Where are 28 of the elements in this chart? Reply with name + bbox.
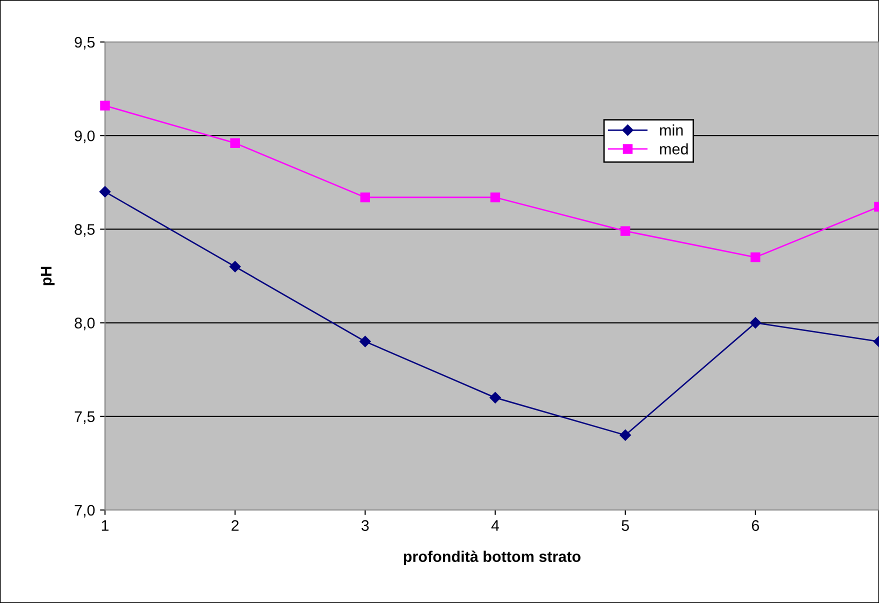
point <box>750 317 762 328</box>
x-tick-label: 1 <box>102 520 109 531</box>
x-tick-label: 6 <box>752 520 759 531</box>
point <box>360 192 370 202</box>
point <box>230 138 240 148</box>
x-tick-label: 2 <box>232 520 239 531</box>
y-tick-label: 9,0 <box>74 130 95 144</box>
y-tick-label: 8,0 <box>74 318 95 330</box>
point <box>750 252 760 262</box>
y-axis-title: pH <box>40 266 55 286</box>
legend-label: min <box>660 124 683 136</box>
x-tick-label: 4 <box>491 520 500 531</box>
point <box>360 336 371 348</box>
point <box>99 186 111 198</box>
y-tick-label: 9,5 <box>74 36 95 50</box>
point <box>490 392 501 404</box>
x-tick-label: 3 <box>362 520 369 531</box>
y-tick-label: 8,5 <box>74 224 95 237</box>
point <box>620 226 630 236</box>
point <box>229 261 241 272</box>
legend-label: med <box>660 143 688 154</box>
y-tick-label: 7,0 <box>74 504 95 518</box>
x-tick-label: 5 <box>622 520 629 531</box>
point <box>620 430 631 441</box>
x-axis-title: profondità bottom strato <box>404 550 581 566</box>
y-tick-label: 7,5 <box>74 411 95 424</box>
point <box>490 192 500 202</box>
point <box>100 100 110 111</box>
